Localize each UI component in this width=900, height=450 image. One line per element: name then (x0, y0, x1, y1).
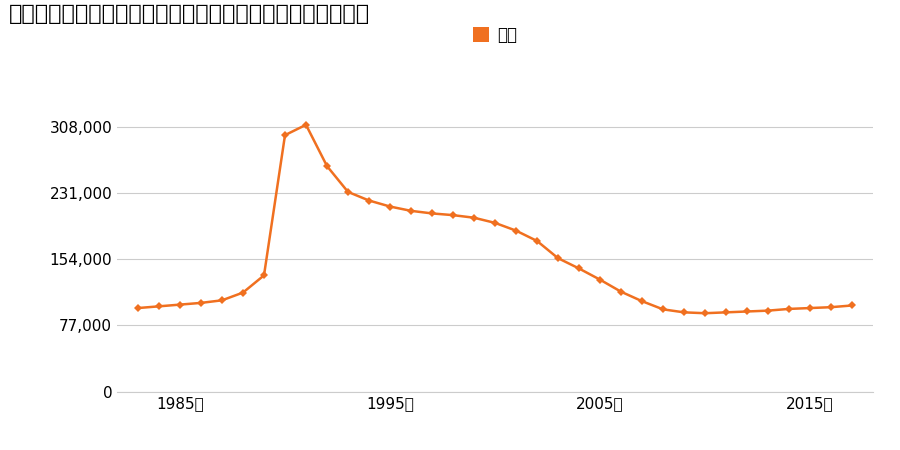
Legend: 価格: 価格 (466, 20, 524, 51)
Text: 大阪府南河内郡狭山町大野台６丁目９９９番２０の地価推移: 大阪府南河内郡狭山町大野台６丁目９９９番２０の地価推移 (9, 4, 370, 24)
